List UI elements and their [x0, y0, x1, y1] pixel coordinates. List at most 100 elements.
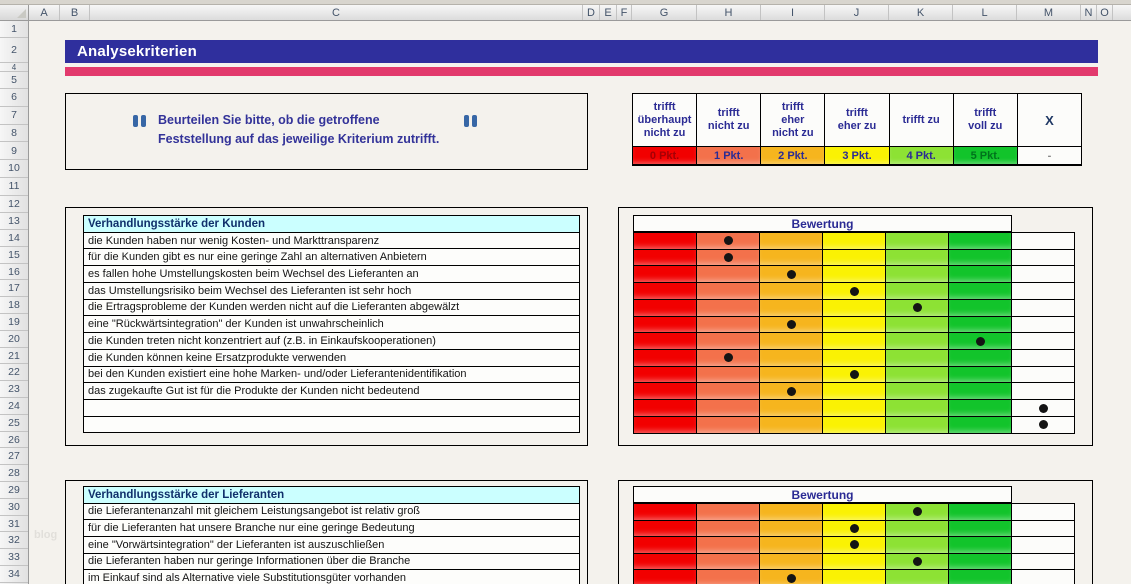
grid-cell-x[interactable]	[1012, 333, 1074, 349]
grid-cell-x[interactable]	[1012, 570, 1074, 584]
row-header-12[interactable]: 12	[0, 196, 28, 214]
grid-cell[interactable]	[634, 366, 696, 383]
criteria-row[interactable]: für die Kunden gibt es nur eine geringe …	[84, 249, 579, 266]
column-header-F[interactable]: F	[617, 5, 632, 20]
row-header-10[interactable]: 10	[0, 160, 28, 178]
grid-cell[interactable]	[886, 233, 948, 249]
grid-cell-x[interactable]	[1012, 383, 1074, 400]
select-all-corner[interactable]	[0, 5, 29, 21]
row-header-11[interactable]: 11	[0, 178, 28, 196]
row-header-25[interactable]: 25	[0, 415, 28, 432]
grid-cell[interactable]	[823, 400, 885, 416]
grid-cell[interactable]	[697, 333, 759, 349]
grid-cell[interactable]	[823, 520, 885, 537]
grid-cell-x[interactable]	[1012, 553, 1074, 570]
column-header-G[interactable]: G	[632, 5, 697, 20]
row-header-22[interactable]: 22	[0, 364, 28, 382]
grid-cell[interactable]	[634, 333, 696, 349]
row-header-18[interactable]: 18	[0, 297, 28, 315]
grid-cell[interactable]	[949, 266, 1011, 283]
column-header-H[interactable]: H	[697, 5, 761, 20]
grid-cell[interactable]	[760, 366, 822, 383]
row-header-26[interactable]: 26	[0, 432, 28, 449]
row-header-17[interactable]: 17	[0, 280, 28, 298]
criteria-row[interactable]: es fallen hohe Umstellungskosten beim We…	[84, 266, 579, 282]
criteria-row[interactable]: die Kunden haben nur wenig Kosten- und M…	[84, 232, 579, 249]
grid-cell[interactable]	[634, 266, 696, 283]
row-header-33[interactable]: 33	[0, 549, 28, 567]
row-header-28[interactable]: 28	[0, 465, 28, 483]
grid-cell[interactable]	[697, 266, 759, 283]
row-header-6[interactable]: 6	[0, 89, 28, 107]
grid-cell[interactable]	[886, 366, 948, 383]
grid-cell[interactable]	[886, 299, 948, 316]
row-header-29[interactable]: 29	[0, 482, 28, 499]
criteria-row[interactable]: die Lieferanten haben nur geringe Inform…	[84, 553, 579, 570]
grid-cell[interactable]	[886, 316, 948, 333]
grid-cell[interactable]	[823, 504, 885, 520]
row-header-20[interactable]: 20	[0, 331, 28, 348]
column-header-C[interactable]: C	[90, 5, 583, 20]
grid-cell[interactable]	[697, 366, 759, 383]
grid-cell[interactable]	[949, 537, 1011, 553]
grid-cell-x[interactable]	[1012, 366, 1074, 383]
row-header-32[interactable]: 32	[0, 532, 28, 550]
row-header-2[interactable]: 2	[0, 38, 28, 63]
grid-cell[interactable]	[760, 299, 822, 316]
grid-cell[interactable]	[949, 504, 1011, 520]
grid-cell[interactable]	[886, 249, 948, 266]
grid-cell[interactable]	[823, 266, 885, 283]
grid-cell-x[interactable]	[1012, 520, 1074, 537]
grid-cell-x[interactable]	[1012, 266, 1074, 283]
grid-cell[interactable]	[823, 233, 885, 249]
grid-cell[interactable]	[949, 383, 1011, 400]
grid-cell[interactable]	[823, 570, 885, 584]
grid-cell[interactable]	[760, 283, 822, 299]
grid-cell[interactable]	[697, 520, 759, 537]
grid-cell[interactable]	[760, 570, 822, 584]
grid-cell[interactable]	[886, 383, 948, 400]
grid-cell[interactable]	[760, 383, 822, 400]
grid-cell[interactable]	[697, 504, 759, 520]
grid-cell[interactable]	[760, 233, 822, 249]
row-header-34[interactable]: 34	[0, 566, 28, 583]
grid-cell[interactable]	[634, 283, 696, 299]
row-header-23[interactable]: 23	[0, 381, 28, 399]
grid-cell[interactable]	[760, 350, 822, 366]
criteria-row[interactable]: eine "Rückwärtsintegration" der Kunden i…	[84, 316, 579, 333]
grid-cell[interactable]	[886, 520, 948, 537]
column-header-K[interactable]: K	[889, 5, 953, 20]
grid-cell[interactable]	[697, 316, 759, 333]
criteria-row[interactable]: die Kunden können keine Ersatzprodukte v…	[84, 349, 579, 366]
grid-cell[interactable]	[949, 299, 1011, 316]
grid-cell[interactable]	[886, 333, 948, 349]
grid-cell-x[interactable]	[1012, 316, 1074, 333]
grid-cell[interactable]	[634, 570, 696, 584]
grid-cell[interactable]	[697, 233, 759, 249]
grid-cell[interactable]	[886, 400, 948, 416]
column-header-M[interactable]: M	[1017, 5, 1081, 20]
grid-cell[interactable]	[634, 249, 696, 266]
grid-cell[interactable]	[823, 299, 885, 316]
grid-cell-x[interactable]	[1012, 416, 1074, 433]
grid-cell[interactable]	[949, 366, 1011, 383]
grid-cell[interactable]	[886, 553, 948, 570]
row-header-7[interactable]: 7	[0, 107, 28, 125]
grid-cell[interactable]	[949, 283, 1011, 299]
grid-cell[interactable]	[949, 333, 1011, 349]
grid-cell[interactable]	[634, 504, 696, 520]
grid-cell[interactable]	[886, 350, 948, 366]
grid-cell[interactable]	[697, 350, 759, 366]
column-header-B[interactable]: B	[60, 5, 90, 20]
grid-cell[interactable]	[634, 316, 696, 333]
grid-cell[interactable]	[760, 400, 822, 416]
row-header-27[interactable]: 27	[0, 448, 28, 466]
grid-cell[interactable]	[886, 570, 948, 584]
criteria-row[interactable]: das zugekaufte Gut ist für die Produkte …	[84, 383, 579, 399]
grid-cell[interactable]	[823, 316, 885, 333]
grid-cell-x[interactable]	[1012, 350, 1074, 366]
column-header-N[interactable]: N	[1081, 5, 1097, 20]
grid-cell[interactable]	[760, 553, 822, 570]
grid-cell[interactable]	[634, 416, 696, 433]
grid-cell[interactable]	[823, 350, 885, 366]
